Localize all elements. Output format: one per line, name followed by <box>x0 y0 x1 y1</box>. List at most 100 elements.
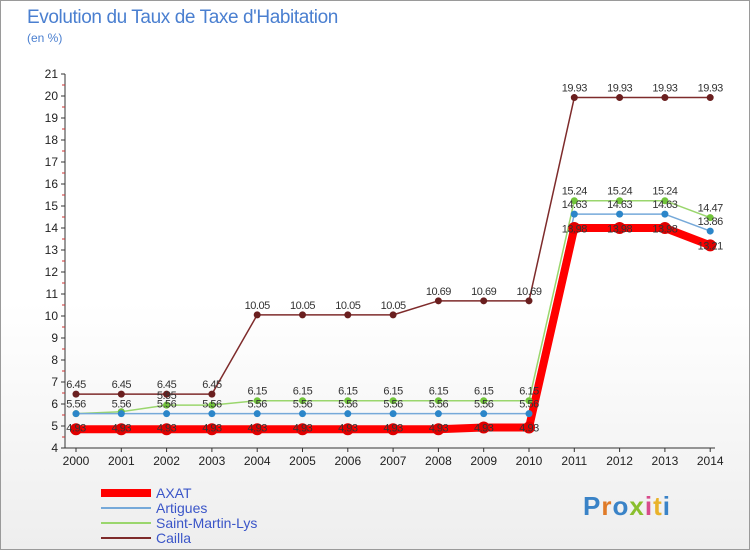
data-point-artigues <box>434 410 442 418</box>
y-tick-label: 4 <box>51 441 58 455</box>
data-label: 6.15 <box>383 386 403 398</box>
data-point-axat <box>296 423 309 436</box>
data-point-axat <box>115 423 128 436</box>
data-point-cailla <box>616 94 624 102</box>
data-point-axat <box>251 423 264 436</box>
data-point-artigues <box>525 410 533 418</box>
data-point-cailla <box>389 311 397 319</box>
data-label: 4.93 <box>293 423 313 435</box>
data-point-cailla <box>434 297 442 305</box>
data-label: 5.56 <box>247 399 267 411</box>
data-point-saint-martin-lys <box>525 397 533 405</box>
data-label: 6.15 <box>247 386 267 398</box>
data-label: 13.21 <box>698 240 723 252</box>
data-point-axat <box>568 222 581 234</box>
x-tick-label: 2010 <box>516 454 543 468</box>
data-point-axat <box>205 423 218 436</box>
data-label: 15.24 <box>562 186 587 198</box>
data-label: 13.98 <box>652 223 677 235</box>
y-tick-label: 20 <box>45 89 59 103</box>
data-point-cailla <box>661 94 669 102</box>
data-point-saint-martin-lys <box>616 197 624 205</box>
data-point-cailla <box>208 390 216 398</box>
y-tick-label: 21 <box>45 67 59 81</box>
data-label: 5.56 <box>383 399 403 411</box>
data-label: 10.05 <box>290 300 315 312</box>
data-point-artigues <box>253 410 261 418</box>
data-label: 6.15 <box>338 386 358 398</box>
x-tick-label: 2014 <box>697 454 724 468</box>
legend-label-cailla: Cailla <box>156 530 191 546</box>
data-label: 19.93 <box>698 83 723 95</box>
y-tick-label: 10 <box>45 309 59 323</box>
data-label: 6.15 <box>429 386 449 398</box>
x-tick-label: 2009 <box>470 454 497 468</box>
data-label: 14.47 <box>698 203 723 215</box>
data-point-axat <box>70 423 82 436</box>
y-tick-label: 9 <box>51 331 58 345</box>
data-label: 19.93 <box>652 83 677 95</box>
data-point-artigues <box>616 210 624 218</box>
y-tick-label: 8 <box>51 353 58 367</box>
data-label: 4.93 <box>519 423 539 435</box>
data-label: 6.45 <box>202 379 222 391</box>
y-tick-label: 19 <box>45 111 59 125</box>
data-label: 19.93 <box>607 83 632 95</box>
data-label: 4.93 <box>202 423 222 435</box>
y-tick-label: 11 <box>46 287 59 301</box>
data-label: 10.69 <box>516 286 541 298</box>
y-tick-label: 13 <box>45 243 59 257</box>
data-label: 5.56 <box>338 399 358 411</box>
data-point-saint-martin-lys <box>253 397 261 405</box>
proxiti-logo: Proxiti <box>583 491 671 521</box>
data-label: 4.93 <box>112 423 132 435</box>
data-point-artigues <box>72 410 80 418</box>
data-point-artigues <box>706 227 714 235</box>
legend-label-artigues: Artigues <box>156 500 207 516</box>
data-label: 4.93 <box>474 423 494 435</box>
data-point-artigues <box>208 410 216 418</box>
data-label: 5.56 <box>66 399 86 411</box>
data-label: 13.98 <box>607 223 632 235</box>
data-label: 6.15 <box>519 386 539 398</box>
data-point-axat <box>432 423 445 436</box>
data-point-axat <box>341 423 354 436</box>
data-point-artigues <box>299 410 306 418</box>
data-point-cailla <box>525 297 533 305</box>
y-tick-label: 15 <box>45 199 59 213</box>
data-point-artigues <box>344 410 352 418</box>
data-label: 13.86 <box>698 216 723 228</box>
data-point-saint-martin-lys <box>661 197 669 205</box>
legend-label-saint-martin-lys: Saint-Martin-Lys <box>156 515 257 531</box>
data-label: 10.69 <box>426 286 451 298</box>
y-tick-label: 14 <box>45 221 59 235</box>
data-point-axat <box>613 222 626 234</box>
x-tick-label: 2012 <box>606 454 633 468</box>
data-point-saint-martin-lys <box>480 397 488 405</box>
legend-label-axat: AXAT <box>156 485 192 501</box>
data-point-cailla <box>299 311 306 319</box>
data-point-axat <box>523 421 535 434</box>
data-point-saint-martin-lys <box>434 397 442 405</box>
data-label: 4.93 <box>338 423 358 435</box>
data-label: 14.63 <box>562 199 587 211</box>
data-label: 14.63 <box>607 199 632 211</box>
data-point-axat <box>387 423 400 436</box>
unit-label: (en %) <box>27 31 63 45</box>
data-label: 5.95 <box>157 390 177 402</box>
data-point-artigues <box>163 410 171 418</box>
x-tick-label: 2002 <box>153 454 180 468</box>
data-point-axat <box>658 222 671 234</box>
data-point-saint-martin-lys <box>299 397 306 405</box>
data-point-saint-martin-lys <box>570 197 578 205</box>
y-tick-label: 17 <box>45 155 59 169</box>
data-label: 6.15 <box>293 386 313 398</box>
data-label: 5.56 <box>519 399 539 411</box>
data-label: 6.15 <box>474 386 494 398</box>
data-label: 14.63 <box>652 199 677 211</box>
x-tick-label: 2003 <box>199 454 226 468</box>
data-point-cailla <box>344 311 352 319</box>
data-label: 10.05 <box>381 300 406 312</box>
data-point-saint-martin-lys <box>706 214 714 222</box>
